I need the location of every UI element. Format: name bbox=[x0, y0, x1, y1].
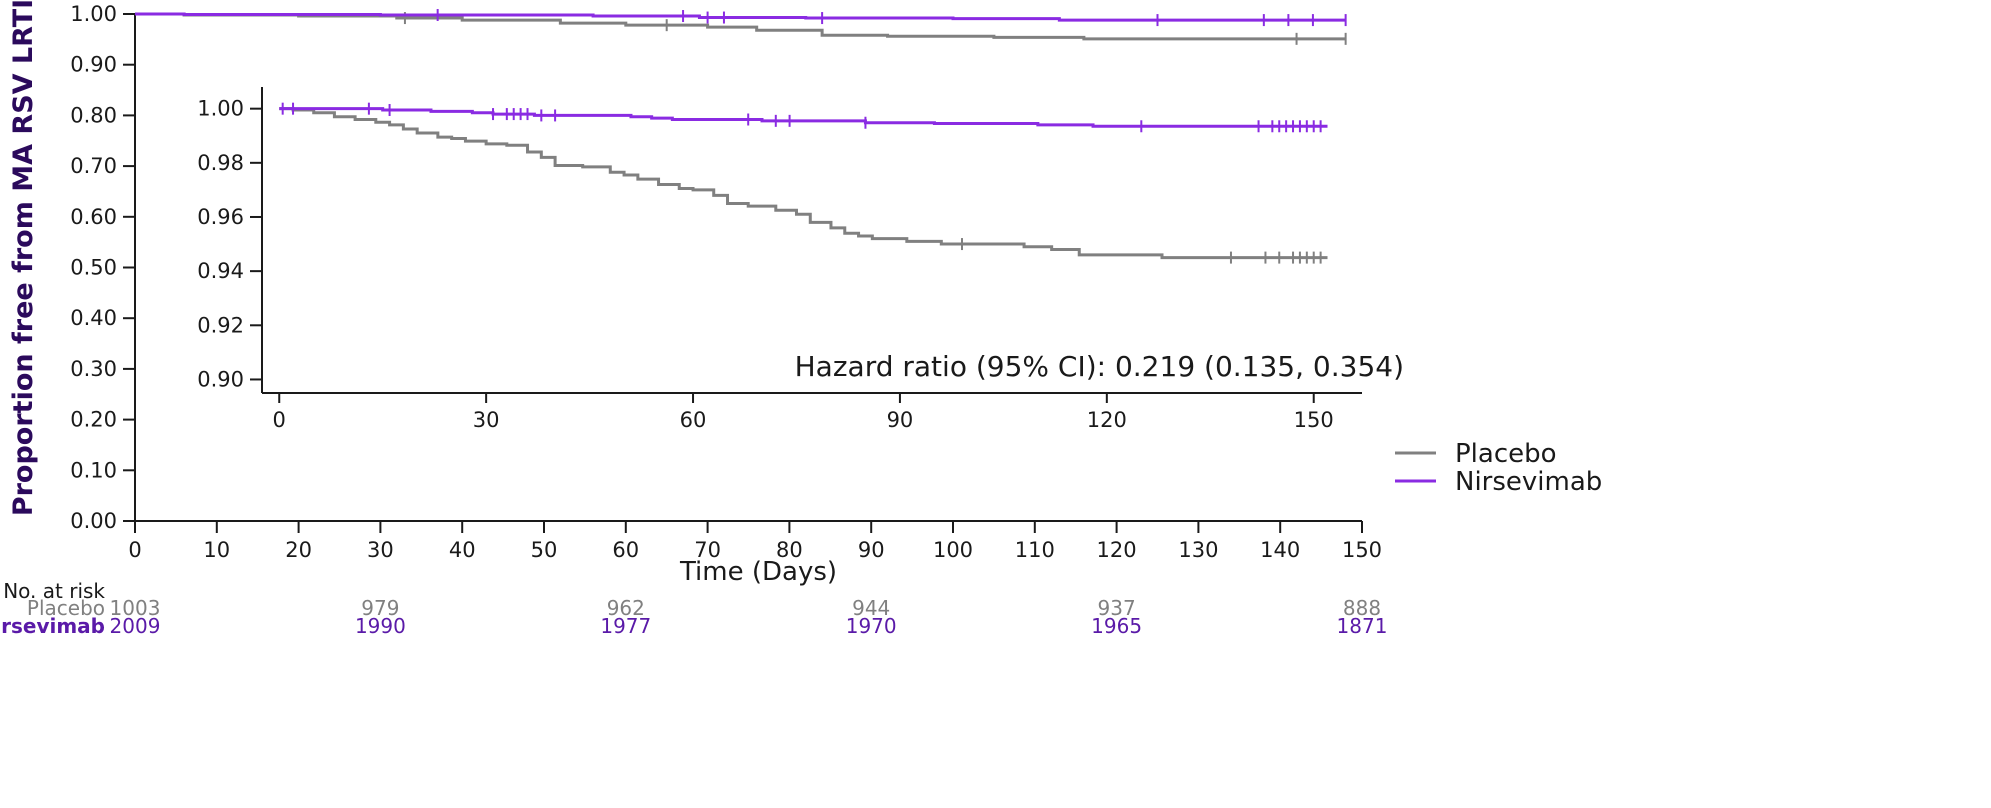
inset-x-tick-label: 60 bbox=[680, 408, 707, 432]
x-tick-label: 100 bbox=[933, 538, 973, 562]
inset-y-tick-label: 0.98 bbox=[197, 151, 244, 175]
hazard-ratio-annotation: Hazard ratio (95% CI): 0.219 (0.135, 0.3… bbox=[795, 350, 1404, 383]
y-tick-label: 0.30 bbox=[70, 357, 117, 381]
inset-plot: 0.90 0.92 0.94 0.96 0.98 1.00 0 30 60 90 120 150 Haz… bbox=[185, 84, 1410, 439]
x-tick-label: 30 bbox=[367, 538, 394, 562]
y-tick-label: 0.20 bbox=[70, 408, 117, 432]
x-tick-label: 90 bbox=[858, 538, 885, 562]
risk-value: 1965 bbox=[1091, 614, 1142, 638]
inset-y-tick-label: 0.90 bbox=[197, 367, 244, 391]
y-tick-label: 0.10 bbox=[70, 458, 117, 482]
inset-x-tick-label: 30 bbox=[473, 408, 500, 432]
y-tick-label: 0.60 bbox=[70, 205, 117, 229]
inset-y-tick-label: 1.00 bbox=[197, 97, 244, 121]
x-tick-label: 50 bbox=[531, 538, 558, 562]
inset-series-line-placebo bbox=[279, 107, 1328, 260]
inset-x-tick-label: 90 bbox=[887, 408, 914, 432]
x-tick-label: 60 bbox=[612, 538, 639, 562]
risk-value: 937 bbox=[1098, 596, 1136, 620]
inset-y-tick-label: 0.92 bbox=[197, 313, 244, 337]
x-tick-label: 130 bbox=[1178, 538, 1218, 562]
risk-value: 1990 bbox=[355, 614, 406, 638]
inset-x-tick-label: 0 bbox=[273, 408, 286, 432]
x-tick-label: 80 bbox=[776, 538, 803, 562]
x-tick-label: 10 bbox=[203, 538, 230, 562]
y-tick-label: 0.50 bbox=[70, 256, 117, 280]
x-tick-label: 0 bbox=[128, 538, 141, 562]
inset-series-line-nirsevimab bbox=[279, 107, 1328, 128]
x-tick-label: 40 bbox=[449, 538, 476, 562]
inset-y-tick-label: 0.96 bbox=[197, 205, 244, 229]
risk-value: 1977 bbox=[600, 614, 651, 638]
inset-background bbox=[185, 84, 1410, 439]
y-tick-label: 0.40 bbox=[70, 306, 117, 330]
y-axis-title: Proportion free from MA RSV LRTI bbox=[8, 0, 39, 516]
x-tick-label: 150 bbox=[1342, 538, 1382, 562]
risk-value: 1003 bbox=[110, 596, 161, 620]
risk-value: 1871 bbox=[1337, 614, 1388, 638]
x-tick-label: 70 bbox=[694, 538, 721, 562]
risk-row-label-placebo: Placebo bbox=[27, 596, 105, 620]
main-plot: 0.00 0.10 0.20 0.30 0.40 0.50 0.60 0.70 0.80 0.90… bbox=[8, 0, 1382, 587]
y-tick-label: 1.00 bbox=[70, 2, 117, 26]
risk-value: 1970 bbox=[846, 614, 897, 638]
x-tick-label: 140 bbox=[1260, 538, 1300, 562]
risk-table-title: No. at risk bbox=[3, 579, 105, 603]
y-tick-label: 0.90 bbox=[70, 53, 117, 77]
y-tick-label: 0.80 bbox=[70, 103, 117, 127]
risk-value: 2009 bbox=[110, 614, 161, 638]
legend-label-placebo: Placebo bbox=[1455, 439, 1557, 469]
inset-y-tick-label: 0.94 bbox=[197, 259, 244, 283]
x-axis-title: Time (Days) bbox=[679, 557, 837, 587]
x-tick-label: 110 bbox=[1015, 538, 1055, 562]
y-tick-label: 0.00 bbox=[70, 509, 117, 533]
risk-value: 979 bbox=[361, 596, 399, 620]
inset-x-tick-label: 150 bbox=[1294, 408, 1334, 432]
risk-row-label-nirsevimab: Nirsevimab bbox=[0, 614, 105, 638]
risk-value: 888 bbox=[1343, 596, 1381, 620]
risk-value: 962 bbox=[607, 596, 645, 620]
legend-label-nirsevimab: Nirsevimab bbox=[1455, 467, 1602, 497]
series-line-nirsevimab bbox=[135, 12, 1346, 22]
inset-x-tick-label: 120 bbox=[1087, 408, 1127, 432]
x-tick-label: 20 bbox=[285, 538, 312, 562]
risk-value: 944 bbox=[852, 596, 890, 620]
y-tick-label: 0.70 bbox=[70, 154, 117, 178]
x-tick-label: 120 bbox=[1097, 538, 1137, 562]
